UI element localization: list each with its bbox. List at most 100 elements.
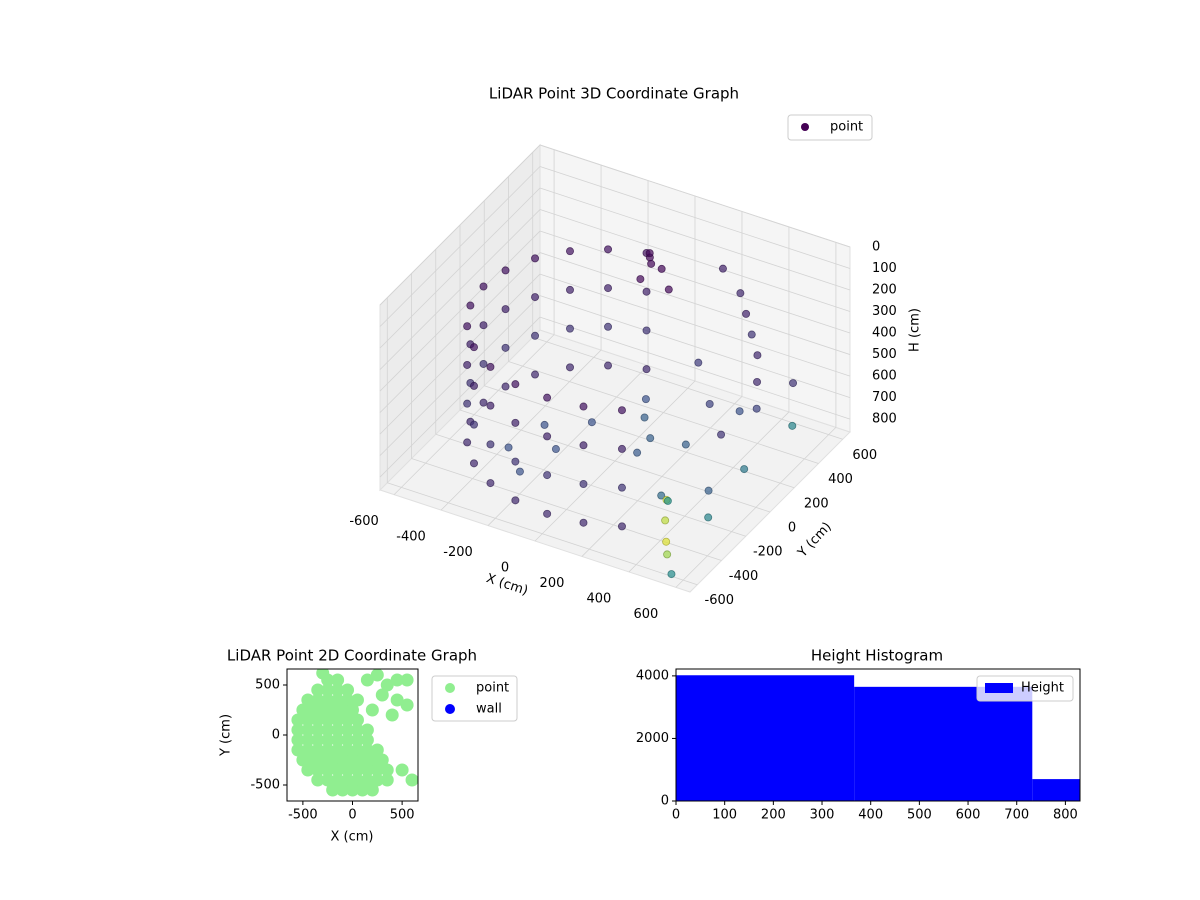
- data-point: [661, 516, 670, 525]
- x-tick-label: 700: [1004, 808, 1029, 823]
- z-tick-label: 800: [872, 412, 897, 427]
- data-point: [360, 723, 374, 737]
- data-point: [306, 753, 320, 767]
- data-point: [291, 713, 305, 727]
- data-point: [736, 289, 745, 298]
- data-point: [501, 343, 510, 352]
- legend-box: [976, 675, 1074, 702]
- y-tick-label: 0: [788, 521, 796, 536]
- data-point: [501, 382, 510, 391]
- data-point: [463, 322, 472, 331]
- data-point: [400, 673, 414, 687]
- data-point: [501, 305, 510, 314]
- data-point: [331, 693, 345, 707]
- z-tick-label: 100: [872, 261, 897, 276]
- bar: [1032, 779, 1080, 801]
- z-tick-label: 700: [872, 390, 897, 405]
- data-point: [321, 713, 335, 727]
- data-point: [604, 245, 613, 254]
- data-point: [360, 773, 374, 787]
- grid-line: [379, 295, 541, 456]
- data-point: [331, 773, 345, 787]
- bar: [676, 675, 855, 801]
- data-point: [566, 285, 575, 294]
- data-point: [331, 733, 345, 747]
- data-point: [350, 743, 364, 757]
- x-tick-label: 200: [761, 808, 786, 823]
- data-point: [511, 380, 520, 389]
- data-point: [350, 693, 364, 707]
- data-point: [747, 330, 756, 339]
- data-point: [311, 773, 325, 787]
- data-point: [400, 698, 414, 712]
- data-point: [326, 753, 340, 767]
- data-point: [479, 321, 488, 330]
- z-tick-label: 300: [872, 304, 897, 319]
- data-point: [291, 733, 305, 747]
- data-point: [331, 713, 345, 727]
- data-point: [365, 753, 379, 767]
- data-point: [642, 287, 651, 296]
- grid-line: [379, 273, 541, 435]
- data-point: [511, 457, 520, 466]
- data-point: [657, 491, 666, 500]
- data-point: [336, 703, 350, 717]
- bar: [854, 686, 1033, 801]
- y-tick-label: 200: [804, 496, 829, 511]
- data-point: [752, 404, 761, 413]
- data-point: [346, 753, 359, 767]
- data-point: [331, 743, 345, 757]
- y-tick-label: 0: [272, 728, 280, 743]
- data-point: [753, 377, 762, 386]
- data-point: [515, 467, 524, 476]
- data-point: [667, 570, 676, 579]
- data-point: [579, 518, 588, 527]
- x-tick-label: 600: [633, 607, 658, 622]
- data-point: [306, 703, 320, 717]
- data-point: [341, 763, 355, 777]
- data-point: [311, 723, 325, 737]
- x-tick-label: 400: [858, 808, 883, 823]
- grid-line: [539, 316, 851, 420]
- data-point: [350, 713, 364, 727]
- data-point: [504, 443, 513, 452]
- data-point: [370, 743, 384, 757]
- y-tick-label: -600: [705, 593, 735, 608]
- legend-marker: [445, 683, 455, 693]
- data-point: [326, 703, 340, 717]
- data-point: [566, 363, 575, 372]
- data-point: [694, 358, 703, 367]
- grid-line: [379, 316, 541, 478]
- data-point: [350, 733, 364, 747]
- x-tick-label: -500: [288, 808, 318, 823]
- grid-line: [539, 295, 851, 398]
- data-point: [360, 733, 374, 747]
- data-point: [311, 683, 325, 697]
- data-point: [380, 763, 394, 777]
- data-point: [617, 406, 626, 415]
- data-point: [663, 550, 672, 559]
- z-tick-label: 500: [872, 347, 897, 362]
- grid-line: [539, 209, 851, 312]
- data-point: [321, 693, 335, 707]
- data-point: [566, 324, 575, 333]
- data-point: [663, 496, 672, 505]
- data-point: [341, 773, 355, 787]
- data-point: [336, 783, 350, 797]
- data-point: [301, 743, 315, 757]
- data-point: [531, 370, 540, 379]
- data-point: [395, 763, 409, 777]
- data-point: [301, 763, 315, 777]
- data-point: [617, 444, 626, 453]
- data-point: [355, 783, 369, 797]
- data-point: [341, 743, 355, 757]
- y-tick-label: -200: [753, 545, 783, 560]
- data-point: [331, 683, 345, 697]
- chart-title: Height Histogram: [811, 647, 943, 665]
- data-point: [642, 365, 651, 374]
- data-point: [350, 763, 364, 777]
- data-point: [617, 522, 626, 531]
- x-tick-label: 0: [672, 808, 680, 823]
- x-tick-label: 300: [810, 808, 835, 823]
- data-point: [740, 465, 749, 474]
